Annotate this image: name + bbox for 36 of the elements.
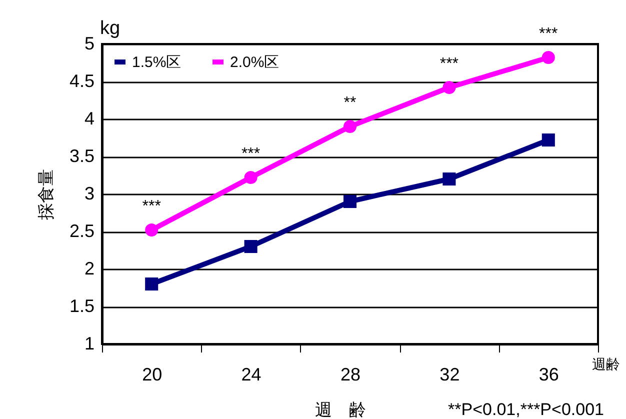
annotation: ***	[440, 56, 459, 72]
x-tick-label: 36	[538, 364, 559, 384]
x-tick-label: 24	[241, 364, 262, 384]
y-tick-label: 1	[84, 334, 94, 354]
y-tick-label: 2.5	[69, 221, 94, 241]
y-tick-label: 4	[84, 108, 94, 128]
annotation: **	[344, 94, 356, 112]
x-axis-title: 週 齢	[315, 400, 366, 419]
legend-label: 1.5%区	[132, 54, 182, 71]
point	[343, 120, 357, 134]
point	[343, 194, 357, 208]
text: 週齢	[592, 356, 620, 372]
annotation: ***	[241, 146, 260, 162]
y-tick-label: 5	[84, 34, 94, 54]
y-tick-label: 3.5	[69, 146, 94, 166]
y-tick-label: 2	[84, 258, 94, 278]
point	[442, 80, 456, 94]
point	[244, 170, 258, 184]
annotation: ***	[142, 198, 161, 215]
text: **P<0.01,***P<0.001	[448, 400, 604, 419]
point	[442, 172, 456, 186]
y-axis-title: 採食量	[36, 169, 56, 220]
x-tick-label: 32	[440, 364, 460, 384]
x-tick-label: 28	[340, 364, 361, 384]
x-tick-label: 20	[142, 364, 162, 384]
point	[542, 50, 555, 64]
point	[542, 133, 555, 147]
y-tick-label: 3	[84, 184, 94, 204]
y-tick-label: 4.5	[69, 71, 94, 91]
text: kg	[100, 18, 120, 39]
y-tick-label: 1.5	[69, 296, 94, 316]
point	[145, 223, 158, 237]
legend-label: 2.0%区	[230, 54, 280, 71]
point	[244, 240, 258, 254]
point	[145, 277, 158, 291]
annotation: ***	[539, 26, 558, 42]
